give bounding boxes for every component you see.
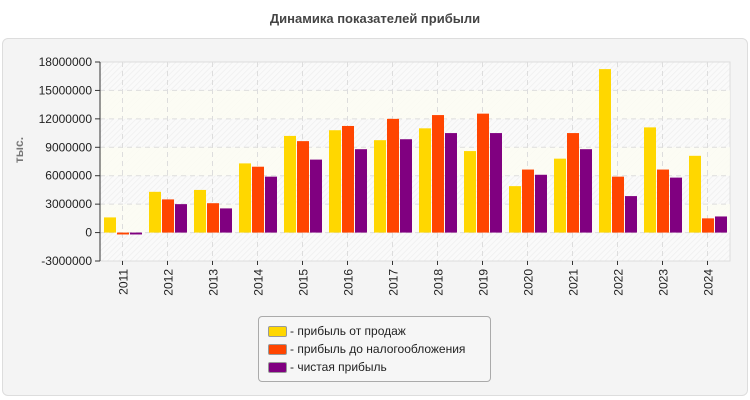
bar-2024-2	[702, 218, 714, 233]
legend-swatch	[268, 343, 287, 355]
bar-2012-1	[149, 191, 161, 233]
y-tick-label: 12000000	[39, 112, 93, 126]
bar-2013-2	[207, 203, 219, 233]
legend-item-net: - чистая прибыль	[268, 360, 387, 374]
x-tick-label: 2013	[207, 269, 221, 296]
x-tick-label: 2020	[522, 269, 536, 296]
bar-2017-3	[400, 139, 412, 233]
x-tick-label: 2018	[432, 269, 446, 296]
bar-2016-2	[342, 125, 354, 233]
bar-2013-1	[194, 189, 206, 233]
bar-2011-2	[117, 232, 129, 235]
bar-2014-3	[265, 176, 277, 233]
y-tick-label: 15000000	[39, 83, 93, 97]
bar-2020-3	[535, 174, 547, 233]
bar-2015-3	[310, 159, 322, 233]
x-tick-label: 2015	[297, 269, 311, 296]
bar-2021-1	[554, 158, 566, 233]
y-tick-label: 6000000	[45, 169, 92, 183]
bar-2021-2	[567, 133, 579, 233]
bar-2015-2	[297, 141, 309, 233]
bar-2023-3	[670, 177, 682, 233]
bar-2022-2	[612, 176, 624, 233]
legend-swatch	[268, 361, 287, 373]
bar-2017-2	[387, 118, 399, 233]
bar-2011-3	[130, 232, 142, 235]
x-tick-label: 2011	[117, 269, 131, 295]
legend-label: - прибыль от продаж	[290, 324, 406, 338]
bar-2012-2	[162, 199, 174, 233]
x-tick-label: 2017	[387, 269, 401, 296]
bar-2011-1	[104, 217, 116, 233]
bar-2019-3	[490, 133, 502, 233]
bar-2018-2	[432, 115, 444, 233]
bar-2024-3	[715, 216, 727, 233]
bar-2019-2	[477, 113, 489, 233]
x-tick-label: 2023	[657, 269, 671, 296]
bar-2014-2	[252, 166, 264, 233]
bar-2017-1	[374, 140, 386, 233]
bar-2015-1	[284, 135, 296, 233]
bar-2013-3	[220, 208, 232, 233]
bar-2023-2	[657, 169, 669, 233]
y-axis-label: тыс.	[12, 137, 26, 163]
bar-2024-1	[689, 155, 701, 233]
x-tick-label: 2022	[612, 269, 626, 296]
bar-2018-3	[445, 133, 457, 233]
bar-2023-1	[644, 127, 656, 233]
y-tick-label: 0	[85, 226, 92, 240]
x-tick-label: 2012	[162, 269, 176, 296]
bar-2022-1	[599, 69, 611, 233]
y-tick-label: 18000000	[39, 55, 93, 69]
bar-2016-3	[355, 149, 367, 233]
y-tick-label: 9000000	[45, 140, 92, 154]
grid-band	[100, 90, 730, 119]
bar-2021-3	[580, 149, 592, 233]
x-tick-label: 2024	[702, 269, 716, 296]
bar-2014-1	[239, 163, 251, 233]
bar-2022-3	[625, 196, 637, 233]
chart-title: Динамика показателей прибыли	[269, 11, 481, 26]
x-tick-label: 2014	[252, 269, 266, 296]
legend-item-sales: - прибыль от продаж	[268, 324, 406, 338]
legend-item-pretax: - прибыль до налогообложения	[268, 342, 465, 356]
bar-2020-1	[509, 186, 521, 233]
legend-swatch	[268, 325, 287, 337]
bar-2012-3	[175, 204, 187, 233]
bar-2016-1	[329, 130, 341, 233]
bar-2019-1	[464, 151, 476, 233]
legend-label: - прибыль до налогообложения	[290, 342, 466, 356]
legend: - прибыль от продаж - прибыль до налогоо…	[258, 316, 491, 382]
y-tick-label: 3000000	[45, 197, 92, 211]
legend-label: - чистая прибыль	[290, 360, 387, 374]
bar-2018-1	[419, 128, 431, 233]
x-tick-label: 2021	[567, 269, 581, 296]
y-tick-label: -3000000	[41, 254, 92, 268]
x-tick-label: 2016	[342, 269, 356, 296]
grid-band	[100, 147, 730, 176]
x-tick-label: 2019	[477, 269, 491, 296]
bar-2020-2	[522, 169, 534, 233]
